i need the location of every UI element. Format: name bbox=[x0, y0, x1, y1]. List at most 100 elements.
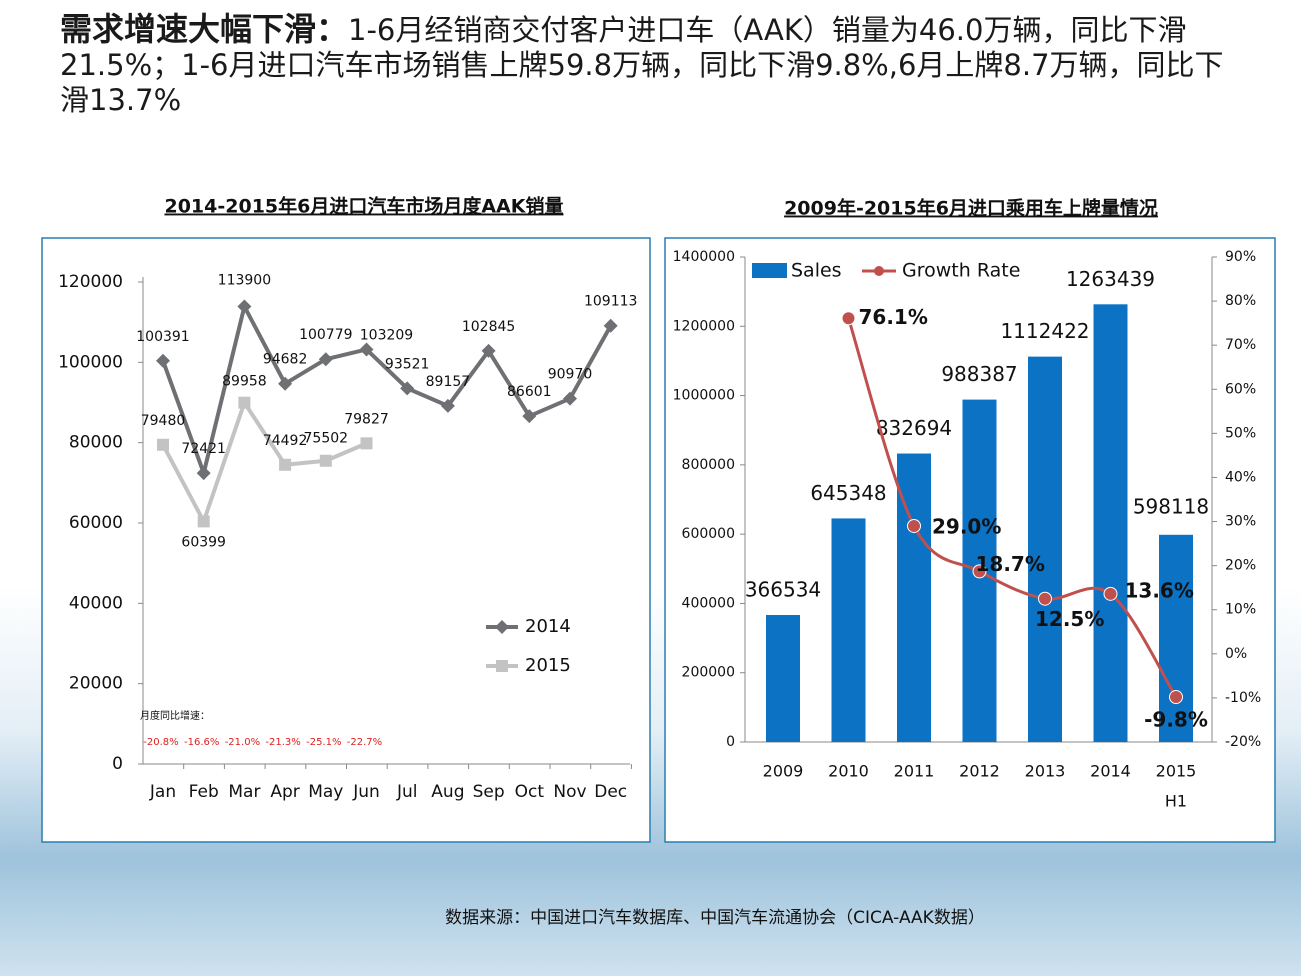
data-label: 89157 bbox=[426, 374, 471, 390]
y2-tick-label: 40% bbox=[1225, 469, 1256, 485]
x-tick-label: Feb bbox=[189, 782, 219, 802]
x-tick-label: Sep bbox=[473, 782, 505, 802]
marker bbox=[197, 515, 210, 528]
y2-tick-label: 90% bbox=[1225, 249, 1256, 265]
marker bbox=[279, 458, 292, 471]
y2-tick-label: 0% bbox=[1225, 646, 1247, 662]
x-tick-label: 2014 bbox=[1090, 762, 1131, 781]
data-label: 74492 bbox=[263, 433, 308, 449]
data-label: 1112422 bbox=[1000, 319, 1089, 343]
marker bbox=[238, 396, 251, 409]
y2-tick-label: -10% bbox=[1225, 690, 1261, 706]
growth-label: 18.7% bbox=[976, 552, 1045, 576]
data-label: 103209 bbox=[360, 327, 413, 343]
legend-marker bbox=[495, 620, 509, 634]
marker bbox=[522, 409, 537, 424]
y2-tick-label: 20% bbox=[1225, 558, 1256, 574]
x-tick-note: H1 bbox=[1165, 792, 1187, 811]
data-label: 366534 bbox=[745, 578, 821, 602]
growth-marker bbox=[907, 518, 921, 533]
annotation-value: -25.1% bbox=[306, 737, 341, 748]
y2-tick-label: 50% bbox=[1225, 425, 1256, 441]
annotation-value: -21.3% bbox=[265, 737, 300, 748]
data-label: 102845 bbox=[462, 319, 515, 335]
growth-line bbox=[847, 317, 1178, 698]
x-tick-label: 2012 bbox=[959, 762, 1000, 781]
annotation-value: -21.0% bbox=[225, 737, 260, 748]
data-label: 598118 bbox=[1133, 494, 1209, 518]
y-tick-label: 80000 bbox=[69, 433, 123, 453]
x-tick-label: Oct bbox=[515, 782, 545, 802]
headline: 需求增速大幅下滑：1-6月经销商交付客户进口车（AAK）销量为46.0万辆，同比… bbox=[60, 12, 1230, 118]
y-tick-label: 800000 bbox=[682, 457, 735, 473]
data-label: 988387 bbox=[941, 362, 1017, 386]
x-tick-label: Apr bbox=[270, 782, 299, 802]
y-tick-label: 400000 bbox=[682, 595, 735, 611]
y2-tick-label: -20% bbox=[1225, 734, 1261, 750]
marker bbox=[359, 342, 374, 357]
x-tick-label: Dec bbox=[594, 782, 627, 802]
data-label: 72421 bbox=[181, 441, 226, 457]
series-line bbox=[161, 300, 613, 481]
bar bbox=[831, 518, 866, 742]
data-label: 832694 bbox=[876, 416, 952, 440]
y-tick-label: 100000 bbox=[58, 352, 123, 372]
growth-marker bbox=[841, 311, 856, 326]
data-label: 75502 bbox=[304, 431, 349, 447]
chart-title: 2009年-2015年6月进口乘用车上牌量情况 bbox=[784, 197, 1158, 220]
series-line bbox=[161, 398, 368, 527]
x-tick-label: Jan bbox=[149, 782, 176, 802]
data-label: 100391 bbox=[136, 329, 189, 345]
headline-text: 1-6月经销商交付客户进口车（AAK）销量为46.0万辆，同比下滑21.5%；1… bbox=[60, 13, 1224, 117]
legend-label: Sales bbox=[791, 260, 842, 282]
marker bbox=[237, 299, 252, 314]
legend-label: 2015 bbox=[525, 655, 571, 676]
marker bbox=[603, 318, 618, 333]
annotation-value: -22.7% bbox=[347, 737, 382, 748]
data-label: 113900 bbox=[218, 273, 271, 289]
growth-label: -9.8% bbox=[1144, 708, 1208, 732]
data-label: 100779 bbox=[299, 327, 352, 343]
marker bbox=[563, 391, 577, 406]
annotation-value: -16.6% bbox=[184, 737, 219, 748]
data-label: 109113 bbox=[584, 294, 637, 310]
y-tick-label: 600000 bbox=[682, 526, 735, 542]
y-tick-label: 1000000 bbox=[673, 388, 735, 404]
legend-marker bbox=[874, 266, 884, 276]
y-tick-label: 0 bbox=[726, 734, 735, 750]
x-tick-label: 2013 bbox=[1025, 762, 1066, 781]
x-tick-label: Jun bbox=[352, 782, 380, 802]
headline-bold: 需求增速大幅下滑： bbox=[60, 10, 349, 48]
x-tick-label: Nov bbox=[553, 782, 586, 802]
legend-label: 2014 bbox=[525, 616, 571, 637]
x-tick-label: 2011 bbox=[894, 762, 935, 781]
chart-title: 2014-2015年6月进口汽车市场月度AAK销量 bbox=[164, 195, 563, 218]
data-label: 79480 bbox=[141, 413, 186, 429]
annotation-label: 月度同比增速： bbox=[140, 709, 210, 722]
marker bbox=[440, 398, 455, 413]
y2-tick-label: 70% bbox=[1225, 337, 1256, 353]
marker bbox=[318, 352, 333, 367]
x-tick-label: May bbox=[308, 782, 343, 802]
bar bbox=[1159, 534, 1193, 742]
data-label: 90970 bbox=[548, 367, 593, 383]
bar bbox=[1093, 304, 1128, 742]
growth-label: 76.1% bbox=[859, 305, 928, 329]
data-label: 94682 bbox=[263, 352, 308, 368]
x-tick-label: Jul bbox=[396, 782, 418, 802]
y2-tick-label: 10% bbox=[1225, 602, 1256, 618]
x-tick-label: 2015 bbox=[1156, 762, 1197, 781]
growth-marker bbox=[1103, 586, 1118, 601]
growth-label: 29.0% bbox=[932, 514, 1001, 538]
y2-tick-label: 80% bbox=[1225, 293, 1256, 309]
y-tick-label: 20000 bbox=[69, 674, 123, 694]
data-label: 93521 bbox=[385, 356, 430, 372]
y-tick-label: 60000 bbox=[69, 513, 123, 533]
data-label: 89958 bbox=[222, 374, 267, 390]
growth-marker bbox=[972, 564, 987, 579]
legend-marker bbox=[496, 660, 508, 672]
legend-label: Growth Rate bbox=[902, 260, 1020, 282]
x-tick-label: 2009 bbox=[763, 762, 804, 781]
source: 数据来源：中国进口汽车数据库、中国汽车流通协会（CICA-AAK数据） bbox=[445, 908, 985, 928]
marker bbox=[481, 343, 496, 358]
